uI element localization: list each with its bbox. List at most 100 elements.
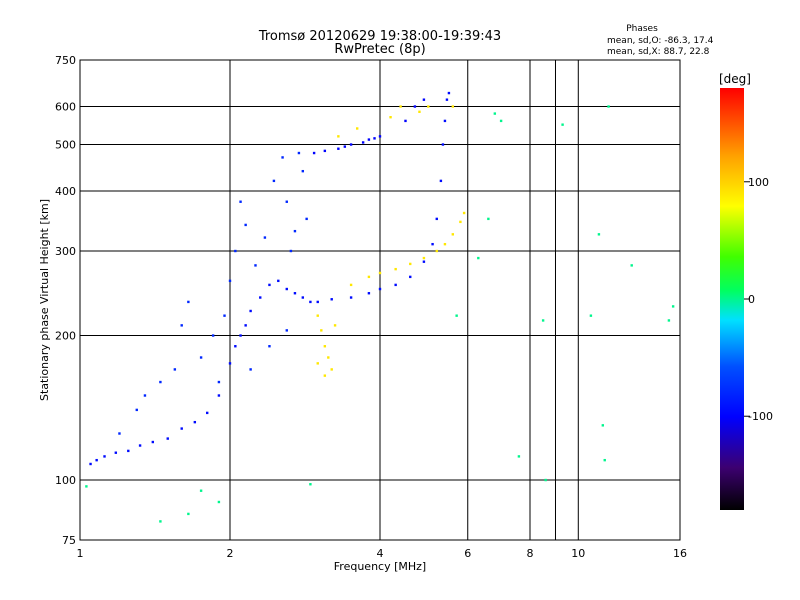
colorbar-label: [deg]	[719, 72, 751, 86]
data-point	[223, 314, 226, 317]
data-point	[541, 319, 545, 322]
colorbar-tick-label: 0	[748, 293, 755, 306]
data-point	[443, 242, 447, 246]
data-point	[211, 334, 215, 337]
data-point	[462, 211, 466, 215]
gridlines	[80, 60, 680, 540]
data-point	[312, 151, 316, 155]
data-point	[597, 233, 601, 236]
data-point	[234, 249, 237, 253]
x-axis-ticks: 1 2 4 6 8 10 16	[77, 547, 688, 560]
data-point	[630, 264, 633, 267]
data-point	[343, 145, 347, 148]
data-point	[443, 119, 447, 123]
y-tick-label: 400	[55, 185, 76, 198]
data-point	[435, 249, 438, 253]
x-axis-label: Frequency [MHz]	[334, 560, 426, 573]
y-tick-label: 100	[55, 474, 76, 487]
data-point	[409, 262, 412, 266]
data-point	[367, 138, 371, 141]
data-point	[151, 440, 155, 444]
data-point	[404, 119, 407, 123]
data-point	[285, 329, 288, 332]
data-point	[361, 141, 365, 144]
data-point	[277, 279, 280, 283]
data-point	[187, 512, 190, 516]
data-point	[323, 374, 327, 377]
data-point	[263, 236, 267, 239]
data-point	[205, 411, 209, 415]
data-point	[544, 478, 547, 482]
data-point	[451, 105, 455, 108]
data-point	[561, 123, 564, 126]
y-axis-label: Stationary phase Virtual Height [km]	[38, 199, 51, 401]
data-point	[281, 156, 284, 159]
data-point	[217, 394, 221, 397]
y-tick-label: 600	[55, 101, 76, 114]
x-tick-label: 10	[571, 547, 585, 560]
data-point	[239, 334, 242, 337]
data-point	[301, 296, 305, 299]
x-tick-label: 1	[77, 547, 84, 560]
y-tick-label: 500	[55, 139, 76, 152]
data-point	[138, 444, 142, 447]
data-point	[289, 249, 293, 253]
data-point	[268, 283, 271, 287]
data-point	[228, 279, 232, 283]
data-point	[234, 345, 237, 348]
data-point	[451, 233, 455, 236]
data-point	[378, 287, 382, 291]
y-tick-label: 75	[62, 534, 76, 547]
data-point	[297, 151, 301, 155]
data-point	[159, 380, 162, 384]
data-point	[601, 424, 605, 427]
data-point	[127, 449, 130, 453]
data-point	[399, 105, 402, 108]
data-point	[435, 217, 438, 221]
data-point	[378, 271, 382, 275]
data-point	[607, 105, 610, 108]
data-point	[333, 324, 337, 327]
data-point	[316, 300, 319, 304]
colorbar-tick-label: -100	[748, 410, 773, 423]
data-point	[487, 217, 490, 221]
data-point	[517, 455, 521, 458]
data-point	[244, 324, 247, 327]
data-point	[667, 319, 671, 322]
data-point	[135, 408, 138, 412]
data-point	[373, 137, 376, 140]
data-point	[217, 500, 221, 504]
data-point	[301, 169, 305, 173]
y-tick-label: 300	[55, 245, 76, 258]
data-point	[305, 217, 308, 221]
data-point	[349, 283, 353, 287]
data-point	[413, 105, 417, 108]
data-point	[143, 394, 147, 397]
data-point	[249, 309, 252, 313]
colorbar	[720, 88, 744, 510]
data-point	[228, 362, 232, 365]
data-point	[180, 427, 183, 430]
data-point	[589, 314, 593, 317]
data-point	[199, 489, 203, 492]
data-point	[441, 143, 445, 146]
colorbar-ticks: 100 0 -100	[744, 176, 773, 423]
data-point	[459, 220, 462, 224]
data-point	[671, 305, 675, 308]
data-point	[493, 112, 497, 115]
data-point	[166, 437, 169, 440]
data-point	[349, 296, 353, 299]
data-point	[309, 300, 312, 304]
data-point	[254, 264, 257, 267]
x-tick-label: 8	[527, 547, 534, 560]
data-point	[187, 300, 190, 304]
x-tick-label: 6	[464, 547, 471, 560]
data-point	[272, 179, 276, 183]
data-point	[349, 143, 353, 146]
data-point	[378, 135, 382, 138]
data-point	[244, 223, 247, 227]
data-point	[316, 362, 319, 365]
data-point	[199, 356, 203, 359]
data-point	[293, 229, 297, 233]
